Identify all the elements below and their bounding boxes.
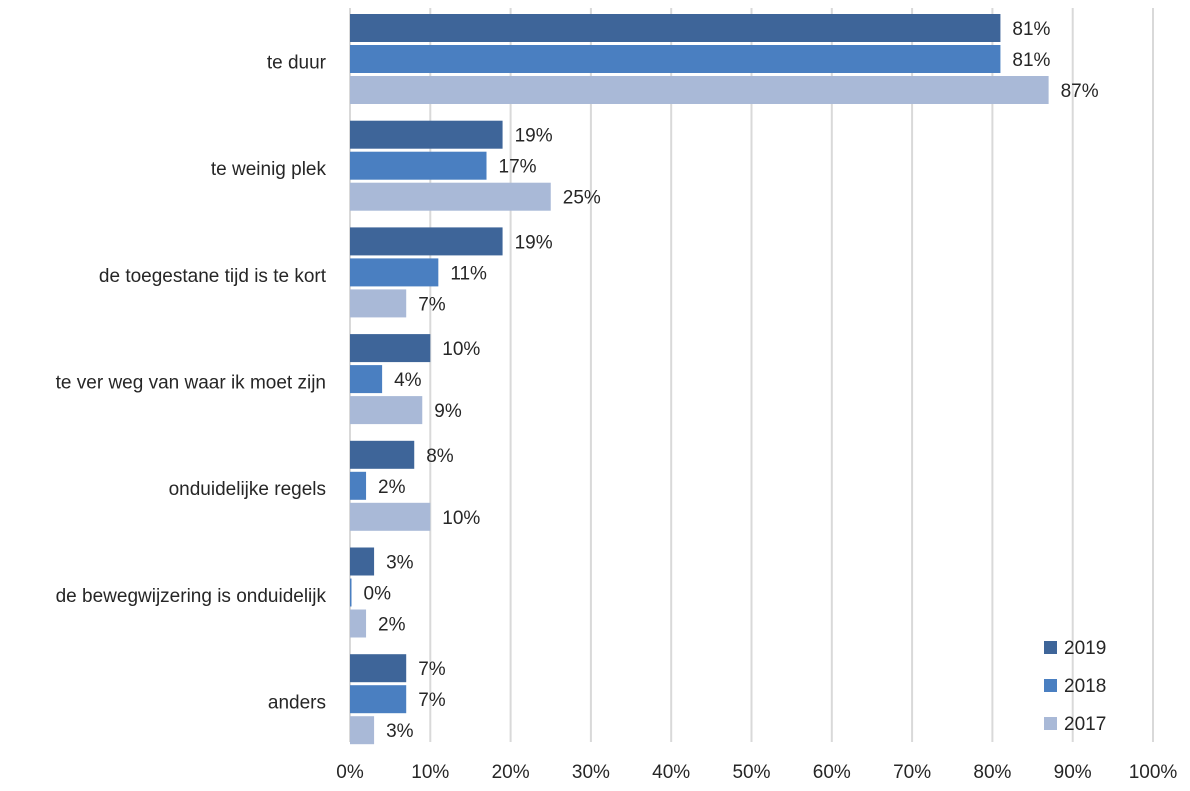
bar-2018-0 <box>350 45 1001 73</box>
category-label: te weinig plek <box>211 159 327 180</box>
bar-2017-3 <box>350 396 423 425</box>
legend-swatch-2017 <box>1044 717 1057 730</box>
bar-2019-6 <box>350 654 407 683</box>
data-label: 81% <box>1012 19 1050 40</box>
bar-2017-0 <box>350 76 1049 104</box>
data-label: 2% <box>378 477 406 498</box>
data-label: 11% <box>450 263 487 284</box>
category-label: anders <box>268 693 326 714</box>
data-label: 81% <box>1012 50 1050 71</box>
category-label: de toegestane tijd is te kort <box>99 266 327 287</box>
bar-2017-2 <box>350 289 407 318</box>
x-tick-label: 0% <box>336 762 364 783</box>
bar-2018-2 <box>350 258 439 287</box>
bar-2018-4 <box>350 471 367 500</box>
data-label: 4% <box>394 370 422 391</box>
x-tick-label: 50% <box>732 762 770 783</box>
category-label: te ver weg van waar ik moet zijn <box>56 372 326 393</box>
bar-2019-4 <box>350 440 415 469</box>
x-tick-label: 30% <box>572 762 610 783</box>
category-label: de bewegwijzering is onduidelijk <box>56 586 327 607</box>
x-tick-label: 60% <box>813 762 851 783</box>
bar-2019-2 <box>350 227 503 256</box>
legend-swatch-2018 <box>1044 679 1057 692</box>
data-label: 3% <box>386 721 414 742</box>
x-tick-label: 80% <box>973 762 1011 783</box>
x-tick-label: 100% <box>1129 762 1178 783</box>
data-label: 19% <box>515 232 553 253</box>
category-label: te duur <box>267 52 327 73</box>
bar-2018-3 <box>350 365 383 394</box>
bar-2017-6 <box>350 716 375 745</box>
x-tick-label: 10% <box>411 762 449 783</box>
x-tick-label: 20% <box>492 762 530 783</box>
bar-2019-1 <box>350 120 503 149</box>
bar-2017-4 <box>350 502 431 531</box>
data-label: 3% <box>386 553 414 574</box>
data-label: 2% <box>378 615 406 636</box>
data-labels: 81%81%87%19%17%25%19%11%7%10%4%9%8%2%10%… <box>364 19 1099 742</box>
data-label: 0% <box>364 584 392 605</box>
bar-2019-5 <box>350 547 375 576</box>
data-label: 19% <box>515 126 553 147</box>
legend-label: 2019 <box>1064 638 1106 659</box>
bar-2018-5 <box>350 578 352 607</box>
legend-label: 2018 <box>1064 676 1106 697</box>
data-label: 10% <box>442 508 480 529</box>
bar-2018-6 <box>350 685 407 714</box>
legend-label: 2017 <box>1064 714 1106 735</box>
data-label: 9% <box>434 401 462 422</box>
data-label: 8% <box>426 446 454 467</box>
gridlines <box>349 8 1154 742</box>
data-label: 7% <box>418 294 446 315</box>
data-label: 17% <box>499 157 537 178</box>
bar-2019-0 <box>350 14 1001 42</box>
x-axis-ticks: 0% 10% 20% 30% 40% 50% 60% 70% 80% 90% 100% <box>336 762 1177 783</box>
x-tick-label: 90% <box>1054 762 1092 783</box>
category-label: onduidelijke regels <box>169 479 326 500</box>
data-label: 7% <box>418 659 446 680</box>
x-tick-label: 40% <box>652 762 690 783</box>
legend: 2019 2018 2017 <box>1044 638 1106 735</box>
data-label: 25% <box>563 188 601 209</box>
data-label: 7% <box>418 690 446 711</box>
bar-2017-5 <box>350 609 367 638</box>
bar-2019-3 <box>350 334 431 363</box>
legend-swatch-2019 <box>1044 641 1057 654</box>
category-labels: te duur te weinig plek de toegestane tijd … <box>56 52 327 713</box>
bar-2018-1 <box>350 151 487 180</box>
data-label: 10% <box>442 339 480 360</box>
x-tick-label: 70% <box>893 762 931 783</box>
data-label: 87% <box>1061 81 1099 102</box>
bars <box>350 14 1049 745</box>
bar-2017-1 <box>350 182 551 211</box>
